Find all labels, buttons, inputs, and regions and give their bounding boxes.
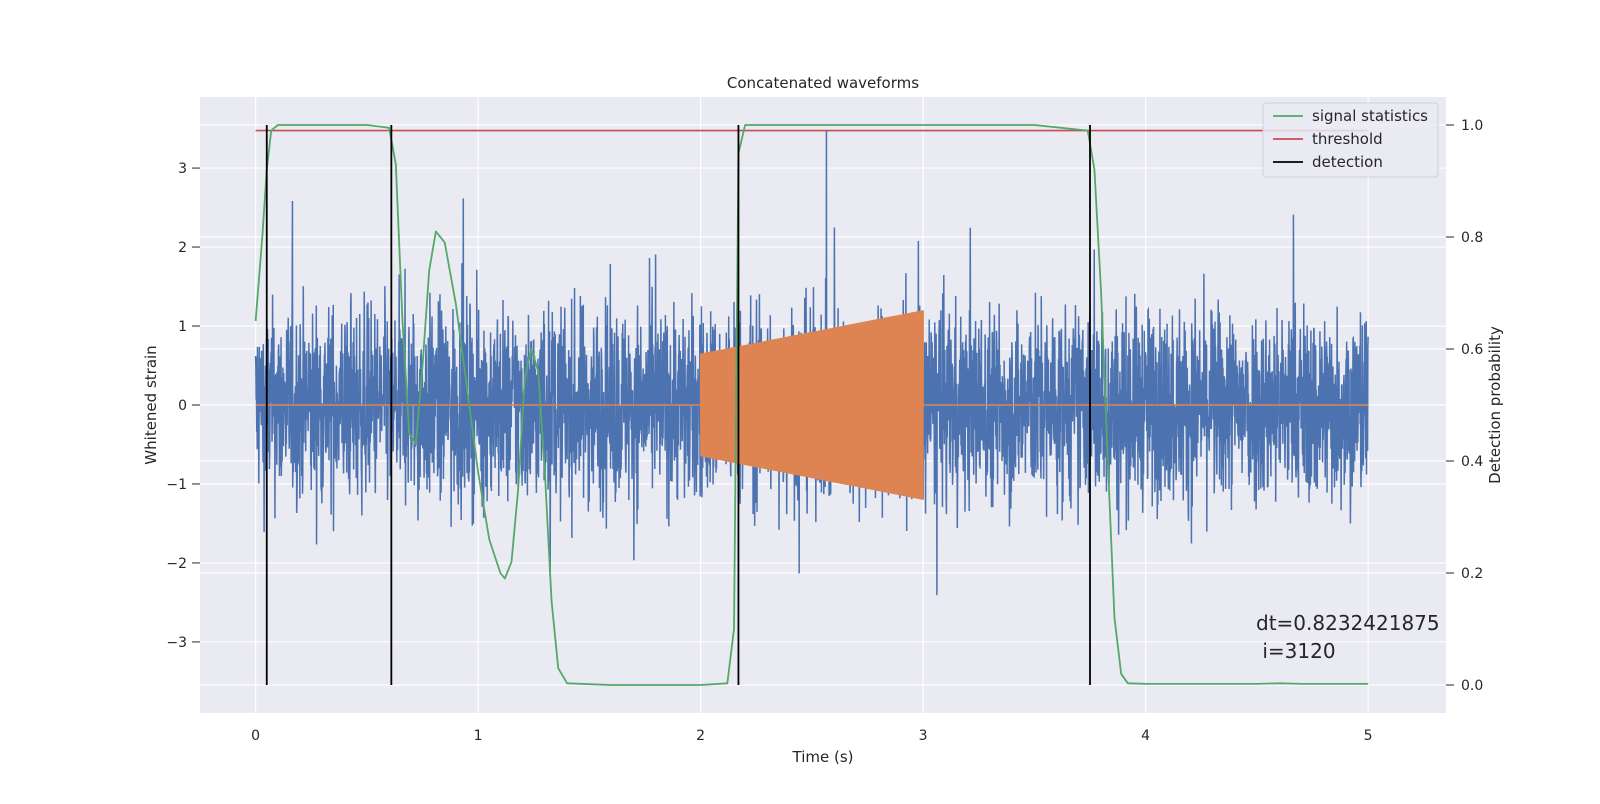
chart-title: Concatenated waveforms: [727, 74, 919, 92]
legend-label-detection: detection: [1312, 153, 1383, 171]
x-tick-label: 4: [1141, 728, 1150, 744]
axis-layer: 0 1 2 3 4 5 −3 −2 −1 0 1 2 3 0.0 0.2 0.4 0.6 0.8 1.0: [166, 118, 1483, 744]
y-tick-label-right: 0.6: [1461, 342, 1483, 358]
x-tick-label: 1: [474, 728, 483, 744]
y-tick-label-left: −3: [166, 635, 187, 651]
y-tick-label-left: 0: [178, 398, 187, 414]
data-layer: [254, 124, 1369, 686]
y-tick-label-right: 0.2: [1461, 566, 1483, 582]
series-signal-statistics: [254, 124, 1369, 686]
legend-label-signal-statistics: signal statistics: [1312, 107, 1428, 125]
y-tick-label-right: 0.8: [1461, 230, 1483, 246]
y-axis-label-right: Detection probability: [1486, 326, 1504, 484]
y-tick-label-left: −1: [166, 477, 187, 493]
y-tick-label-right: 0.0: [1461, 678, 1483, 694]
x-axis-label: Time (s): [792, 748, 854, 766]
x-tick-label: 5: [1364, 728, 1373, 744]
y-tick-label-right: 1.0: [1461, 118, 1483, 134]
series-injected-waveform: [255, 310, 1369, 500]
y-axis-label-left: Whitened strain: [142, 345, 160, 464]
legend-label-threshold: threshold: [1312, 130, 1383, 148]
y-tick-label-left: −2: [166, 556, 187, 572]
y-tick-label-right: 0.4: [1461, 454, 1483, 470]
annotation-dt: dt=0.8232421875: [1256, 611, 1440, 635]
y-tick-label-left: 3: [178, 161, 187, 177]
y-tick-label-left: 2: [178, 240, 187, 256]
x-tick-label: 2: [696, 728, 705, 744]
y-tick-label-left: 1: [178, 319, 187, 335]
legend: signal statistics threshold detection: [1262, 102, 1439, 178]
x-tick-label: 3: [919, 728, 928, 744]
x-tick-label: 0: [251, 728, 260, 744]
legend-box: [1262, 102, 1439, 178]
annotation-i: i=3120: [1256, 639, 1336, 663]
